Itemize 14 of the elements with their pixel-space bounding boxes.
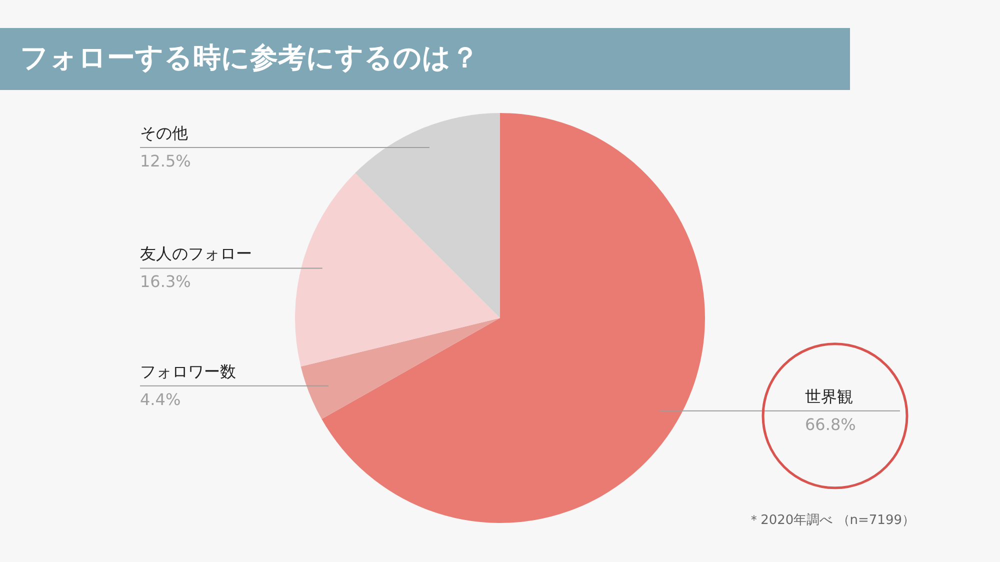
slice-label: 友人のフォロー — [140, 244, 252, 264]
slice-label: 世界観 — [805, 386, 853, 406]
pie-slice — [300, 318, 500, 420]
pie-slice — [295, 173, 500, 366]
slice-label: その他 — [140, 124, 188, 143]
chart-title: フォローする時に参考にするのは？ — [20, 41, 479, 74]
pie-slice — [355, 113, 500, 318]
text: ＊2020年調べ （n=7199） — [748, 513, 915, 528]
data-label: 4.4% — [140, 390, 181, 409]
data-label: 12.5% — [140, 152, 191, 171]
pie-slice — [322, 113, 705, 523]
data-label: 16.3% — [140, 272, 191, 292]
data-label: 66.8% — [805, 414, 856, 434]
slice-label: フォロワー数 — [140, 362, 236, 381]
